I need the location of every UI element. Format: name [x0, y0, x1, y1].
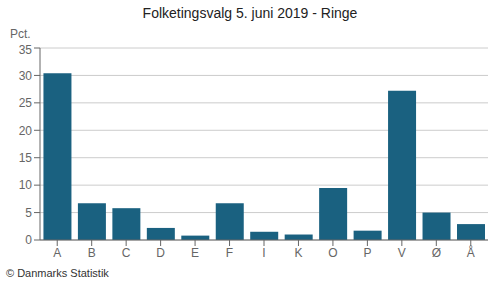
svg-text:Ø: Ø	[432, 246, 441, 260]
svg-text:A: A	[53, 246, 61, 260]
svg-text:V: V	[398, 246, 406, 260]
svg-text:C: C	[122, 246, 131, 260]
html-text:Pct.: Pct.	[10, 27, 31, 41]
html-text:Folketingsvalg 5. juni 2019 -: Folketingsvalg 5. juni 2019 - Ringe	[142, 5, 358, 21]
html-text:© Danmarks Statistik: © Danmarks Statistik	[6, 267, 109, 279]
svg-text:E: E	[191, 246, 199, 260]
svg-text:D: D	[156, 246, 165, 260]
svg-text:I: I	[262, 246, 265, 260]
svg-text:B: B	[88, 246, 96, 260]
svg-text:25: 25	[19, 96, 33, 110]
svg-text:0: 0	[25, 233, 32, 247]
svg-text:20: 20	[19, 124, 33, 138]
svg-text:10: 10	[19, 178, 33, 192]
svg-text:5: 5	[25, 206, 32, 220]
svg-text:15: 15	[19, 151, 33, 165]
svg-text:K: K	[294, 246, 302, 260]
svg-text:O: O	[328, 246, 337, 260]
svg-text:F: F	[226, 246, 233, 260]
svg-text:35: 35	[19, 43, 33, 57]
svg-text:30: 30	[19, 69, 33, 83]
svg-text:P: P	[363, 246, 371, 260]
svg-text:Å: Å	[467, 245, 475, 260]
